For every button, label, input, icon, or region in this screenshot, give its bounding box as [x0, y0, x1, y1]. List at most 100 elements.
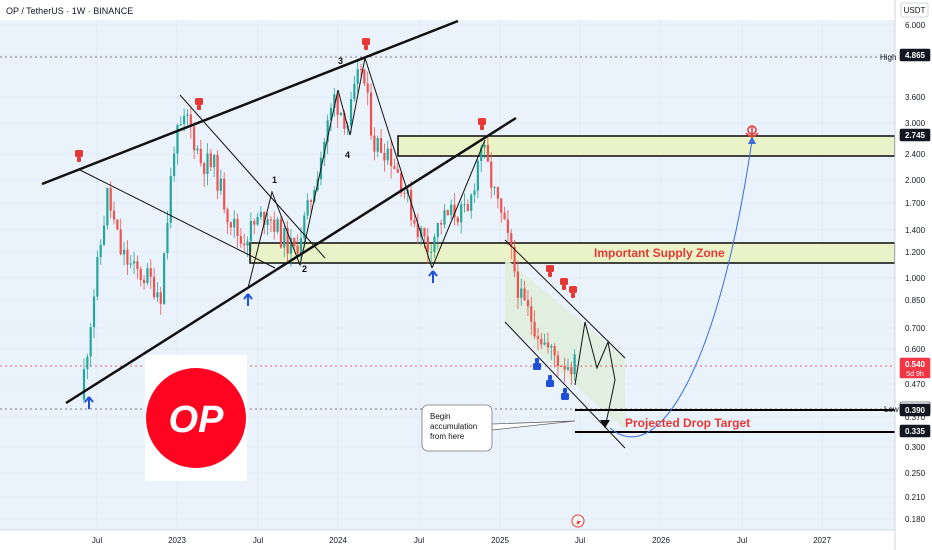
down-trendline-1 [79, 169, 276, 269]
candle-body [173, 153, 176, 177]
time-tick-label: Jul [92, 536, 102, 545]
candle-body [366, 83, 369, 93]
time-tick-label: Jul [414, 536, 424, 545]
candle-body [483, 144, 486, 148]
supply-zone [249, 242, 896, 264]
candle-body [176, 125, 179, 154]
price-badge [899, 48, 931, 62]
time-tick-label: 2024 [329, 536, 347, 545]
high-label: High [880, 53, 896, 62]
up-arrow-icon [84, 396, 94, 409]
projection-zigzag [574, 321, 616, 429]
price-tick-label: 0.370 [905, 413, 926, 422]
candle-body [92, 296, 96, 328]
candle-body [253, 221, 256, 225]
candle-body [156, 292, 159, 298]
candle-body [500, 198, 503, 213]
candle-body [313, 190, 316, 202]
candle-body [423, 227, 426, 237]
price-badge-value: 0.390 [905, 406, 926, 415]
candle-body [246, 241, 249, 246]
price-tick-label: 2.000 [905, 176, 926, 185]
candle-body [339, 112, 343, 116]
price-badge-value: 4.865 [905, 51, 926, 60]
price-tick-label: 3.000 [905, 119, 926, 128]
candle-body [159, 292, 162, 304]
candle-body [523, 288, 526, 300]
time-tick-label: Jul [575, 536, 585, 545]
candle-body [343, 112, 346, 129]
candle-body [493, 187, 496, 189]
wave-label-4: 4 [345, 150, 350, 160]
candle-body [289, 237, 293, 254]
candle-body [440, 222, 443, 225]
thumbs-up-icon-cuff [563, 388, 567, 393]
candle-body [259, 212, 263, 217]
candle-body [540, 338, 543, 345]
candle-body [276, 219, 279, 232]
markers [75, 38, 759, 409]
time-tick-label: 2025 [491, 536, 509, 545]
candle-body [446, 210, 449, 216]
thumbs-down-icon [546, 265, 554, 272]
price-badge [899, 128, 931, 142]
candle-body [473, 190, 476, 195]
candle-body [183, 115, 186, 125]
candle-body [550, 345, 553, 348]
candle-body [353, 83, 356, 100]
candle-body [453, 204, 456, 218]
candle-body [239, 236, 242, 244]
candle-body [122, 249, 126, 255]
candle-body [243, 243, 246, 246]
candle-body [333, 94, 336, 108]
candle-body [520, 288, 523, 298]
thumbs-down-icon-cuff [77, 157, 81, 162]
wave-label-2: 2 [302, 264, 307, 274]
currency-label: USDT [904, 6, 926, 15]
upper-wedge-line [41, 19, 459, 186]
candle-body [193, 126, 196, 151]
candle-body [303, 215, 306, 239]
price-tick-label: 0.300 [905, 443, 926, 452]
candle-body [112, 210, 116, 220]
thumbs-up-icon [561, 393, 569, 400]
currency-badge[interactable] [900, 2, 929, 18]
candle-body [146, 268, 149, 284]
candle-body [426, 236, 429, 253]
price-tick-label: 1.200 [905, 248, 926, 257]
logo-text: OP [169, 399, 225, 441]
candle-body [169, 176, 172, 223]
candle-body [543, 342, 546, 345]
candle-body [383, 152, 386, 161]
price-tick-label: 1.700 [905, 199, 926, 208]
candle-body [513, 246, 516, 272]
candle-body [216, 154, 219, 191]
down-trendline-2 [179, 94, 326, 259]
candle-body [119, 229, 122, 255]
candle-body [506, 219, 510, 234]
down-trendline-3 [364, 57, 433, 269]
candle-body [329, 107, 333, 121]
time-tick-label: Jul [253, 536, 263, 545]
up-arrow-icon [428, 270, 438, 283]
candle-body [476, 160, 479, 191]
price-tick-label: 0.470 [905, 380, 926, 389]
candle-body [136, 261, 139, 269]
candle-body [443, 210, 446, 225]
candle-body [546, 342, 550, 348]
price-tick-label: 1.000 [905, 274, 926, 283]
candle-body [99, 244, 102, 258]
price-badge [899, 403, 931, 417]
plot-area [0, 20, 895, 530]
candle-body [189, 114, 192, 127]
candle-body [470, 194, 473, 211]
candle-body [263, 212, 266, 226]
rebound-arrowhead [748, 136, 756, 144]
price-axis-bg [895, 0, 932, 550]
candle-body [399, 172, 403, 193]
candle-body [89, 327, 92, 357]
price-tick-label: 0.210 [905, 493, 926, 502]
candle-body [226, 209, 229, 223]
candle-body [179, 124, 182, 126]
